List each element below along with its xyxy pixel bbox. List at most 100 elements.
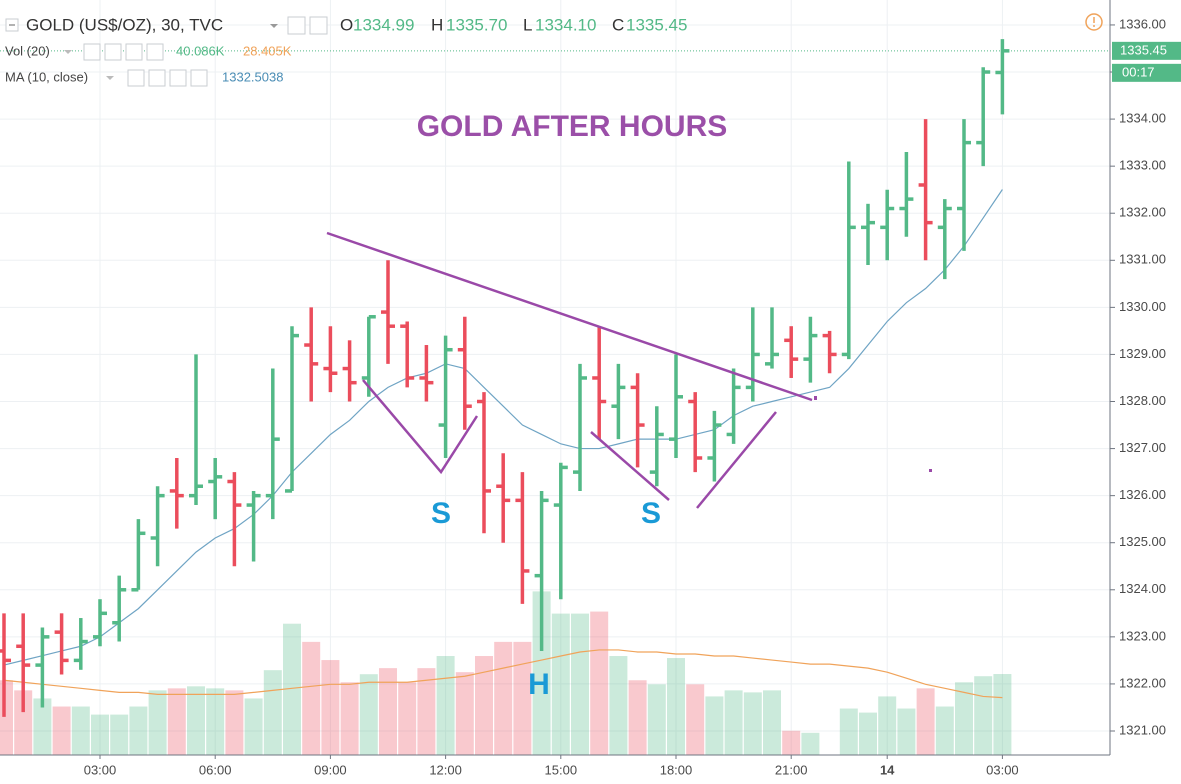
- volume-bar: [590, 611, 609, 755]
- indicator-icon[interactable]: [169, 69, 187, 87]
- settings-icon[interactable]: [287, 16, 306, 35]
- y-tick-label: 1331.00: [1119, 252, 1166, 267]
- indicator-label: Vol (20): [5, 43, 50, 58]
- countdown-tag: [1112, 63, 1181, 82]
- volume-bar: [974, 676, 993, 755]
- volume-bar: [52, 706, 71, 755]
- price-tag-label: 1335.45: [1120, 42, 1167, 57]
- ohlc-value: 1335.45: [626, 15, 687, 34]
- volume-bar: [91, 714, 109, 755]
- volume-bar: [206, 688, 225, 755]
- price-tag: [1112, 41, 1181, 60]
- x-tick-label: 14: [880, 762, 895, 777]
- volume-bar: [955, 682, 973, 755]
- indicator-icon[interactable]: [190, 69, 208, 87]
- indicator-icon[interactable]: [104, 43, 122, 61]
- dropdown[interactable]: [270, 24, 278, 28]
- volume-bar: [33, 698, 52, 755]
- y-tick-label: 1330.00: [1119, 299, 1166, 314]
- volume-bar: [705, 696, 724, 755]
- volume-bar: [801, 732, 820, 755]
- volume-bar: [609, 656, 628, 755]
- indicator-icon[interactable]: [148, 69, 166, 87]
- ma-line: [3, 189, 1003, 666]
- dropdown[interactable]: [106, 76, 114, 80]
- volume-bar: [379, 668, 397, 755]
- volume-bar: [244, 698, 263, 755]
- volume-bar: [993, 674, 1012, 755]
- volume-bar: [14, 690, 33, 755]
- y-tick-label: 1323.00: [1119, 628, 1166, 643]
- indicator-label: MA (10, close): [5, 69, 88, 84]
- volume-bar: [839, 708, 858, 755]
- y-tick-label: 1329.00: [1119, 346, 1166, 361]
- y-tick-label: 1332.00: [1119, 205, 1166, 220]
- annotation: S: [431, 497, 451, 530]
- volume-bar: [340, 682, 359, 755]
- indicator-icon[interactable]: [146, 43, 164, 61]
- volume-bar: [71, 706, 90, 755]
- volume-bar: [359, 674, 378, 755]
- dropdown[interactable]: [64, 50, 72, 54]
- ohlc-label: O: [340, 15, 353, 34]
- settings-icon[interactable]: [309, 16, 328, 35]
- indicator-icon[interactable]: [125, 43, 143, 61]
- indicator-icon[interactable]: [127, 69, 145, 87]
- volume-bar: [187, 686, 205, 755]
- volume-bar: [475, 656, 493, 755]
- volume-ma-line: [3, 649, 1003, 699]
- dot: [929, 469, 932, 472]
- volume-bar: [686, 684, 705, 755]
- trend-line: [362, 379, 479, 475]
- countdown-label: 00:17: [1122, 64, 1155, 79]
- indicator-value: 1332.5038: [222, 69, 283, 84]
- volume-bar: [897, 708, 916, 755]
- volume-bar: [417, 668, 436, 755]
- x-tick-label: 21:00: [775, 762, 808, 777]
- ohlc-value: 1334.99: [353, 15, 414, 34]
- volume-pane: [0, 591, 1012, 755]
- ohlc-label: H: [431, 15, 443, 34]
- volume-bar: [782, 730, 801, 755]
- indicator-icon[interactable]: [83, 43, 101, 61]
- volume-bar: [551, 613, 570, 755]
- x-tick-label: 15:00: [545, 762, 578, 777]
- y-tick-label: 1327.00: [1119, 440, 1166, 455]
- x-tick-label: 03:00: [986, 762, 1019, 777]
- x-tick-label: 09:00: [314, 762, 347, 777]
- volume-bar: [0, 680, 13, 755]
- price-axis: [1110, 0, 1181, 784]
- volume-bar: [724, 690, 743, 755]
- ohlc-value: 1334.10: [535, 15, 596, 34]
- dot: [814, 396, 817, 400]
- volume-bar: [225, 690, 244, 755]
- chart-title: GOLD AFTER HOURS: [417, 110, 728, 143]
- volume-bar: [743, 692, 762, 755]
- volume-bar: [263, 670, 282, 755]
- volume-bar: [455, 672, 474, 755]
- volume-bar: [532, 591, 551, 755]
- volume-bar: [110, 714, 129, 755]
- trend-line: [696, 411, 777, 509]
- x-tick-label: 03:00: [84, 762, 117, 777]
- ohlc-value: 1335.70: [446, 15, 507, 34]
- axes: 1321.00 1322.00 1323.00 1324.00 1325.00 1326.…: [84, 16, 1181, 777]
- y-tick-label: 1336.00: [1119, 16, 1166, 31]
- time-axis: [0, 755, 1181, 784]
- y-tick-label: 1326.00: [1119, 487, 1166, 502]
- volume-bar: [878, 696, 897, 755]
- y-tick-label: 1322.00: [1119, 675, 1166, 690]
- x-tick-label: 18:00: [660, 762, 693, 777]
- y-tick-label: 1334.00: [1119, 111, 1166, 126]
- annotation: H: [528, 668, 550, 701]
- y-tick-label: 1325.00: [1119, 534, 1166, 549]
- volume-bar: [916, 688, 935, 755]
- alert-icon[interactable]: [1085, 13, 1103, 31]
- volume-bar: [436, 656, 455, 755]
- x-tick-label: 06:00: [199, 762, 232, 777]
- drawings: [326, 231, 932, 509]
- volume-bar: [763, 690, 781, 755]
- volume-bar: [398, 682, 417, 755]
- price-pane: [0, 39, 1110, 717]
